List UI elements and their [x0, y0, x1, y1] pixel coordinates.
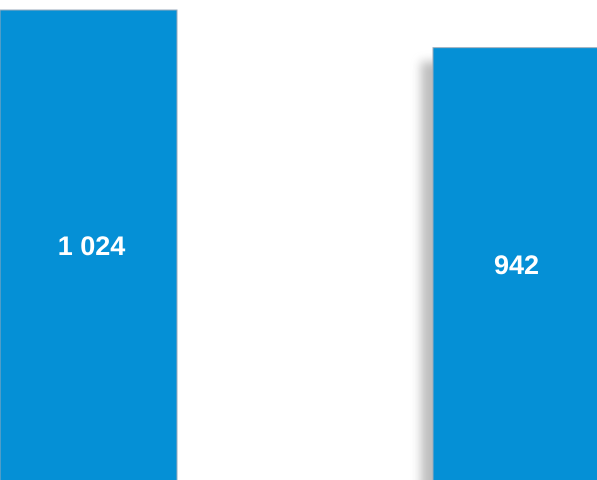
bar: [432, 47, 597, 480]
data-label: 942: [494, 250, 539, 280]
data-label: 1 024: [58, 231, 126, 261]
bar: [0, 9, 178, 480]
